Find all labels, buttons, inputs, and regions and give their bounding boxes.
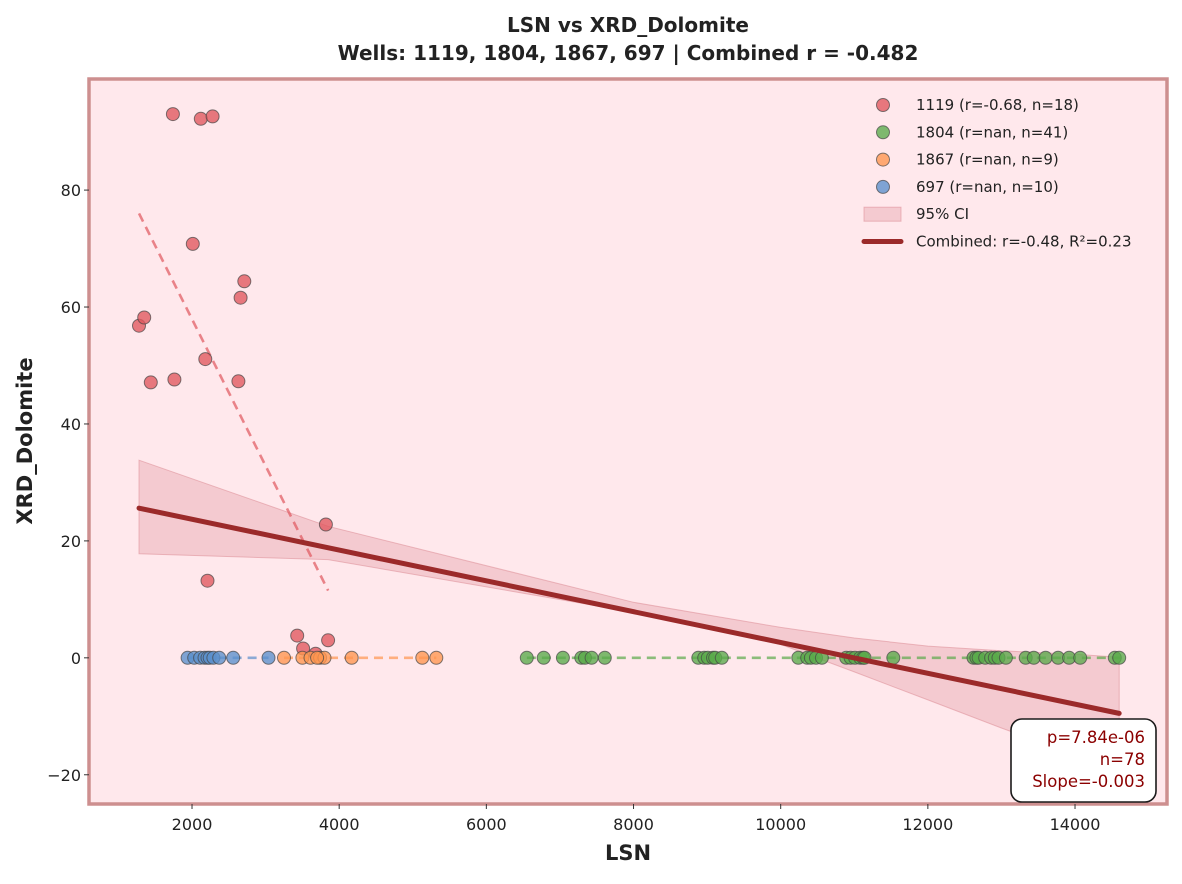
well-trend-lines xyxy=(137,212,1121,660)
data-point xyxy=(1073,650,1088,665)
legend-label: 1867 (r=nan, n=9) xyxy=(916,151,1059,169)
legend-marker xyxy=(876,152,890,167)
data-point xyxy=(198,352,213,367)
series-1867 xyxy=(277,650,444,665)
x-tick-label: 2000 xyxy=(172,815,213,834)
data-point xyxy=(205,109,220,124)
data-point xyxy=(137,310,152,325)
data-point xyxy=(555,650,570,665)
y-tick-label: 20 xyxy=(61,532,81,551)
legend-item-697: 697 (r=nan, n=10) xyxy=(876,178,1059,196)
x-axis-label: LSN xyxy=(605,841,651,865)
legend-label: 95% CI xyxy=(916,205,969,223)
data-point xyxy=(193,111,208,126)
trend-line-1119 xyxy=(137,212,330,592)
x-tick-label: 6000 xyxy=(466,815,507,834)
combined-fit-line xyxy=(136,505,1122,716)
data-point xyxy=(237,274,252,289)
legend-marker xyxy=(876,125,890,140)
series-1119 xyxy=(132,107,336,661)
data-point xyxy=(1112,650,1127,665)
data-point xyxy=(200,573,215,588)
data-point xyxy=(231,374,246,389)
y-tick-label: 40 xyxy=(61,415,81,434)
data-point xyxy=(290,628,305,643)
data-point xyxy=(310,650,325,665)
plot-area xyxy=(89,79,1167,804)
legend-item-1804: 1804 (r=nan, n=41) xyxy=(876,123,1068,141)
x-axis-ticks: 2000 4000 6000 8000 10000 12000 14000 xyxy=(172,804,1101,834)
legend-item-1867: 1867 (r=nan, n=9) xyxy=(876,151,1059,169)
x-tick-label: 10000 xyxy=(755,815,806,834)
stats-box: p=7.84e-06 n=78 Slope=-0.003 xyxy=(1010,718,1157,803)
legend-label: 1804 (r=nan, n=41) xyxy=(916,123,1068,141)
y-axis-label: XRD_Dolomite xyxy=(13,357,37,524)
data-point xyxy=(1026,650,1041,665)
legend-swatch xyxy=(863,206,902,222)
chart-title: LSN vs XRD_Dolomite xyxy=(507,13,749,37)
combined-fit-layer xyxy=(136,505,1122,716)
data-point xyxy=(165,107,180,122)
data-point xyxy=(212,650,227,665)
legend: 1119 (r=-0.68, n=18) 1804 (r=nan, n=41) 18… xyxy=(861,96,1132,251)
legend-label: Combined: r=-0.48, R²=0.23 xyxy=(916,233,1132,251)
data-point xyxy=(226,650,241,665)
data-point xyxy=(998,650,1013,665)
stats-p-value: p=7.84e-06 xyxy=(1047,728,1145,747)
y-tick-label: −20 xyxy=(47,766,81,785)
data-point xyxy=(519,650,534,665)
data-point xyxy=(233,290,248,305)
series-697 xyxy=(180,650,276,665)
x-tick-label: 14000 xyxy=(1050,815,1101,834)
legend-marker xyxy=(876,98,890,112)
data-point xyxy=(415,650,430,665)
legend-item-ci: 95% CI xyxy=(863,205,969,223)
data-point xyxy=(167,372,182,387)
data-point xyxy=(429,650,444,665)
data-point xyxy=(318,517,333,532)
data-point xyxy=(886,650,901,665)
stats-box-frame xyxy=(1010,718,1157,803)
data-point xyxy=(344,650,359,665)
x-tick-label: 4000 xyxy=(319,815,360,834)
stats-n: n=78 xyxy=(1100,750,1145,769)
y-tick-label: 0 xyxy=(71,649,81,668)
data-point xyxy=(584,650,599,665)
data-point xyxy=(321,633,336,648)
data-point xyxy=(143,375,158,390)
legend-label: 697 (r=nan, n=10) xyxy=(916,178,1059,196)
data-point xyxy=(1038,650,1053,665)
legend-marker xyxy=(876,179,890,194)
data-point xyxy=(536,650,551,665)
chart-subtitle: Wells: 1119, 1804, 1867, 697 | Combined … xyxy=(338,41,919,65)
y-axis-ticks: −20 0 20 40 60 80 xyxy=(47,181,89,785)
stats-slope: Slope=-0.003 xyxy=(1032,772,1145,791)
legend-item-1119: 1119 (r=-0.68, n=18) xyxy=(876,96,1079,114)
data-point xyxy=(597,650,612,665)
data-point xyxy=(277,650,291,665)
data-point xyxy=(185,236,200,251)
y-tick-label: 80 xyxy=(61,181,81,200)
data-point xyxy=(261,650,276,665)
legend-item-combined: Combined: r=-0.48, R²=0.23 xyxy=(861,233,1132,251)
y-tick-label: 60 xyxy=(61,298,81,317)
data-point xyxy=(714,650,729,665)
legend-label: 1119 (r=-0.68, n=18) xyxy=(916,96,1079,114)
x-tick-label: 12000 xyxy=(902,815,953,834)
plot-border xyxy=(87,77,1169,806)
x-tick-label: 8000 xyxy=(613,815,654,834)
